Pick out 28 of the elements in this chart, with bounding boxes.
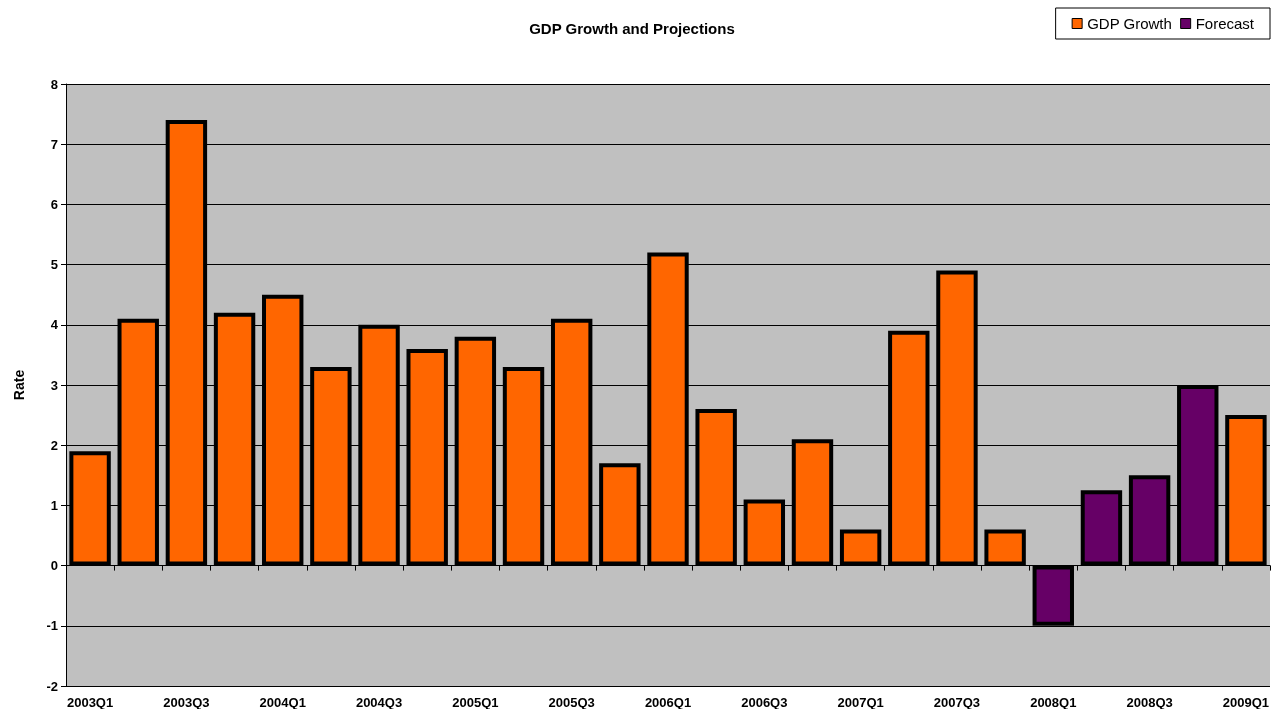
y-tick-label: 8: [50, 76, 58, 92]
y-tick-label: -2: [46, 678, 58, 694]
y-axis-title: Rate: [11, 369, 27, 401]
x-tick-label: 2008Q3: [1126, 695, 1173, 709]
x-tick-label: 2006Q1: [644, 695, 692, 709]
x-tick-label: 2007Q1: [837, 695, 884, 709]
x-tick-label: 2003Q3: [163, 695, 210, 709]
y-tick-label: 7: [50, 136, 58, 152]
x-tick-label: 2004Q3: [355, 695, 403, 709]
x-tick-label: 2006Q3: [741, 695, 788, 709]
y-tick-label: 3: [50, 377, 58, 393]
legend-label: GDP Growth: [1087, 15, 1172, 32]
y-tick-label: 4: [50, 317, 59, 333]
x-tick-label: 2003Q1: [66, 695, 114, 709]
y-tick-label: 2: [50, 437, 58, 453]
x-tick-label: 2005Q1: [452, 695, 499, 709]
chart-title: GDP Growth and Projections: [529, 20, 735, 37]
x-tick-label: 2004Q1: [259, 695, 306, 709]
y-tick-label: 1: [50, 497, 58, 513]
y-tick-label: 6: [50, 196, 58, 212]
x-tick-label: 2005Q3: [548, 695, 595, 709]
x-tick-label: 2009Q1: [1222, 695, 1270, 709]
legend-label: Forecast: [1195, 15, 1255, 32]
x-tick-label: 2008Q1: [1030, 695, 1077, 709]
y-tick-label: -1: [46, 618, 58, 634]
y-tick-label: 5: [50, 257, 58, 273]
x-tick-label: 2007Q3: [933, 695, 981, 709]
y-tick-label: 0: [50, 558, 58, 574]
